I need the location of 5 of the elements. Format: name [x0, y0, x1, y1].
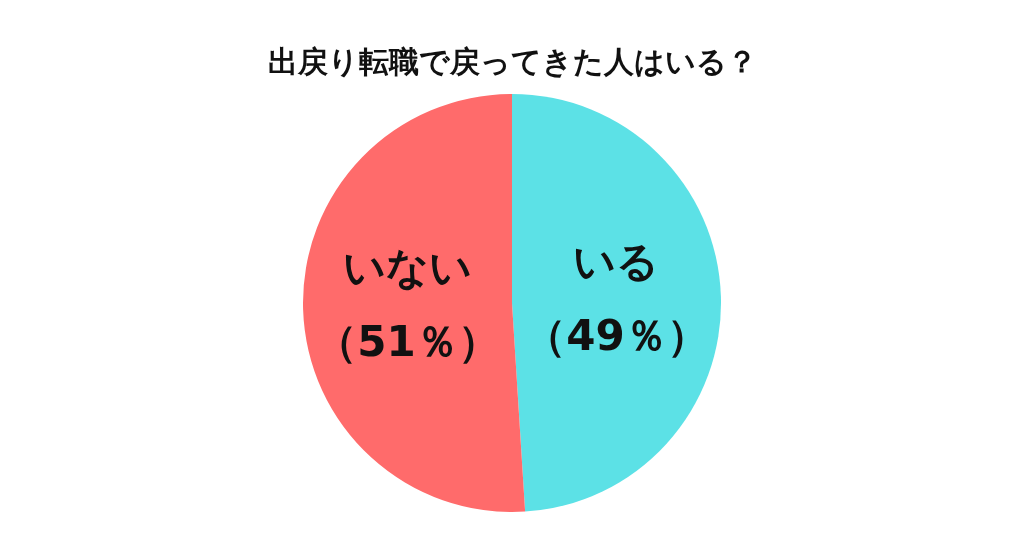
- slice-label: いない: [343, 243, 473, 293]
- data-label: （49％）: [524, 310, 709, 360]
- data-label: （51％）: [315, 317, 500, 367]
- chart-title: 出戻り転職で戻ってきた人はいる？: [267, 44, 757, 79]
- slice-label: いる: [573, 236, 660, 286]
